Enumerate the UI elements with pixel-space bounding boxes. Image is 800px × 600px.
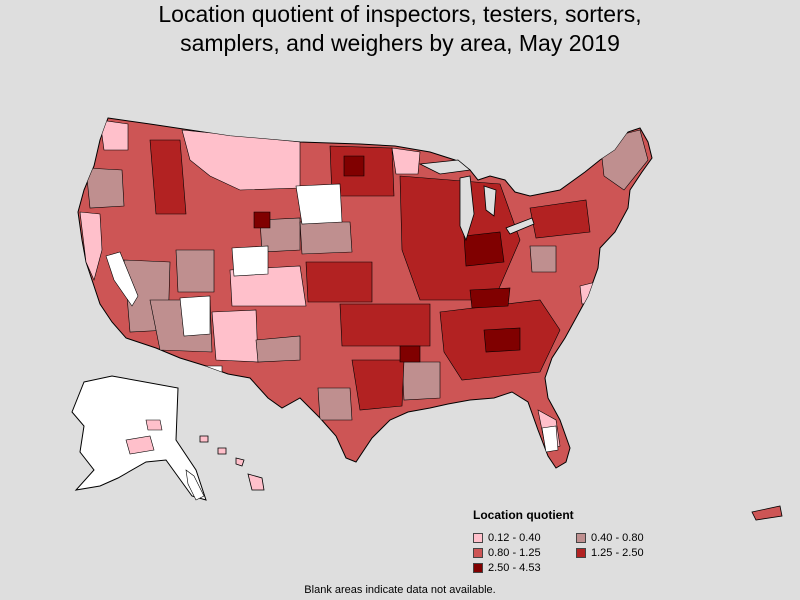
map-title: Location quotient of inspectors, testers…: [0, 0, 800, 58]
region-nc-coast: [579, 281, 597, 305]
region-nodata-new-mexico: [203, 365, 223, 379]
legend-label-4: 2.50 - 4.53: [488, 562, 541, 574]
puerto-rico: [751, 505, 783, 521]
region-kansas: [305, 261, 373, 303]
title-line-1: Location quotient of inspectors, testers…: [158, 1, 642, 27]
legend-item-1: 0.40 - 0.80: [576, 532, 644, 544]
region-new-mexico: [211, 309, 259, 363]
title-line-2: samplers, and weighers by area, May 2019: [180, 30, 620, 56]
region-california-coast: [79, 211, 103, 281]
map-legend: Location quotient 0.12 - 0.40 0.40 - 0.8…: [470, 508, 710, 578]
hawaii-maui: [235, 457, 245, 467]
region-arkansas-spot: [399, 345, 421, 363]
legend-swatch-0: [473, 533, 483, 543]
region-texas-south: [317, 387, 353, 421]
region-utah-west: [175, 249, 215, 293]
region-west-virginia: [529, 245, 557, 273]
legend-swatch-2: [473, 548, 483, 558]
region-montana: [181, 129, 301, 191]
legend-swatch-4: [473, 563, 483, 573]
region-colorado: [229, 265, 307, 307]
region-nodata-arizona: [179, 295, 211, 337]
region-west-texas: [255, 335, 301, 363]
region-nodata-utah: [231, 245, 269, 277]
hawaii-kauai: [199, 435, 209, 443]
region-oregon: [85, 167, 125, 209]
legend-title: Location quotient: [473, 508, 574, 522]
region-kentucky: [469, 287, 511, 309]
region-louisiana: [401, 361, 441, 401]
legend-item-3: 1.25 - 2.50: [576, 547, 644, 559]
region-nebraska: [299, 221, 353, 255]
legend-item-0: 0.12 - 0.40: [473, 532, 541, 544]
alaska-region-pink-2: [125, 435, 155, 455]
legend-label-2: 0.80 - 1.25: [488, 547, 541, 559]
region-pennsylvania: [529, 199, 591, 239]
region-tennessee: [483, 327, 521, 353]
legend-swatch-1: [576, 533, 586, 543]
region-upper-mn: [391, 147, 421, 175]
lake-huron: [483, 185, 497, 217]
region-oklahoma-arkansas: [339, 303, 431, 347]
region-washington-west: [99, 119, 129, 151]
region-north-dakota-spot: [343, 155, 365, 177]
region-east-texas: [351, 359, 405, 411]
hawaii-oahu: [217, 447, 227, 455]
legend-item-2: 0.80 - 1.25: [473, 547, 541, 559]
region-idaho: [149, 139, 187, 215]
legend-swatch-3: [576, 548, 586, 558]
lake-erie: [505, 217, 535, 235]
legend-item-4: 2.50 - 4.53: [473, 562, 541, 574]
alaska-panhandle-islands: [185, 469, 205, 501]
lake-superior: [418, 159, 471, 175]
hawaii-big-island: [247, 473, 265, 491]
region-nodata-nevada: [105, 251, 139, 307]
alaska-region-pink: [145, 419, 163, 431]
footnote: Blank areas indicate data not available.: [304, 584, 496, 596]
legend-label-0: 0.12 - 0.40: [488, 532, 541, 544]
legend-label-3: 1.25 - 2.50: [591, 547, 644, 559]
region-wyoming-spot: [253, 211, 271, 229]
legend-label-1: 0.40 - 0.80: [591, 532, 644, 544]
lake-michigan: [459, 175, 475, 242]
region-nodata-south-dakota: [295, 183, 343, 225]
region-nodata-florida: [541, 425, 559, 453]
region-indiana-ohio: [463, 231, 505, 267]
